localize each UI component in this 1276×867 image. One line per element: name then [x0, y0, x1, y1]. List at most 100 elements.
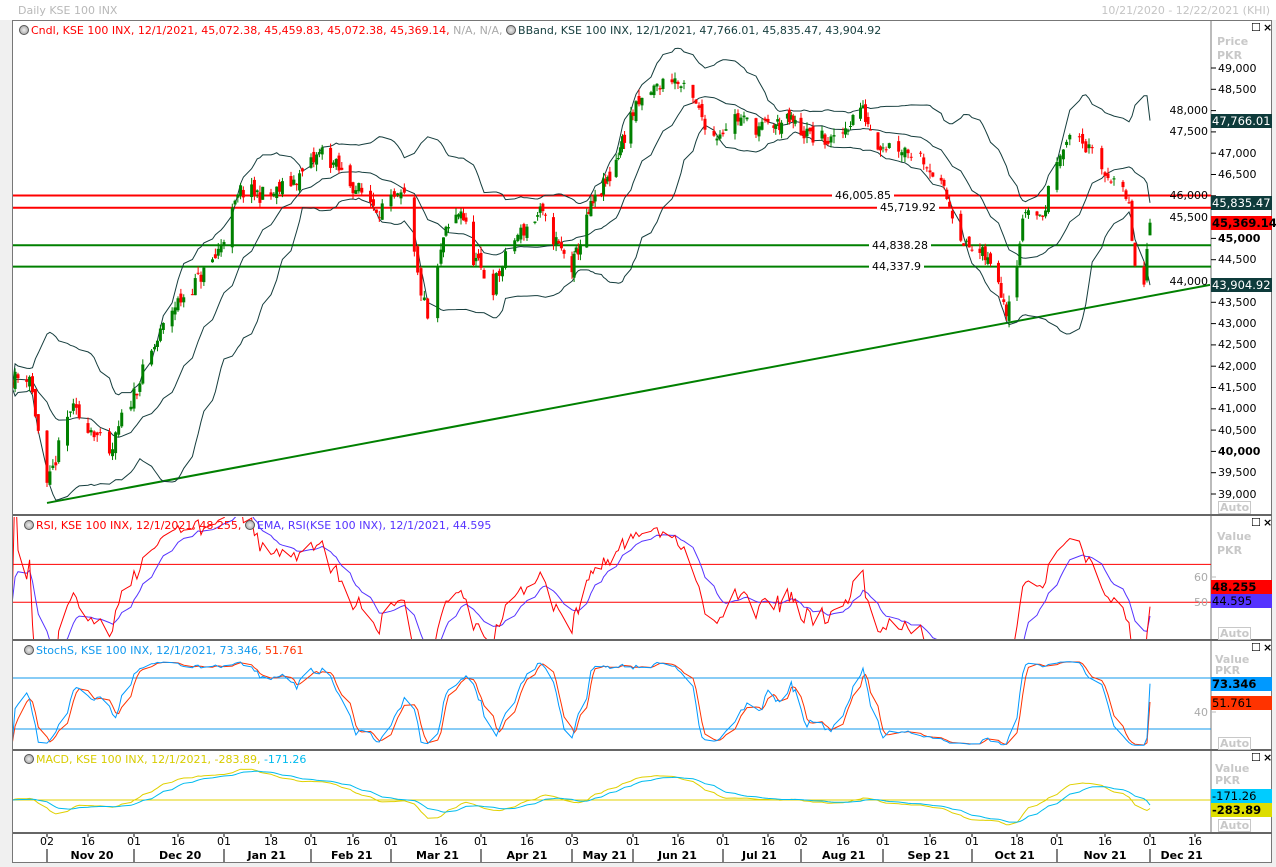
candle: [1002, 299, 1006, 303]
candle: [599, 193, 603, 196]
candle: [357, 183, 361, 192]
candle: [193, 278, 197, 296]
candle: [742, 115, 746, 118]
candle: [909, 156, 913, 158]
candle: [606, 176, 610, 182]
level-label: 44,337.9: [869, 261, 924, 273]
macd-legend-text: MACD, KSE 100 INX, 12/1/2021, -283.89,: [36, 753, 261, 766]
candle: [239, 185, 243, 196]
candle: [832, 135, 836, 137]
candle: [884, 149, 888, 151]
clock-icon[interactable]: [24, 645, 34, 655]
candle: [757, 126, 761, 137]
candle: [289, 176, 293, 187]
candle: [337, 155, 341, 171]
candle: [541, 203, 545, 212]
candle: [1041, 215, 1045, 217]
clock-icon[interactable]: [24, 520, 34, 530]
candle: [780, 122, 784, 134]
maximize-icon[interactable]: ☐: [1251, 21, 1261, 34]
candle: [620, 136, 624, 149]
candle: [77, 404, 81, 419]
x-month-label: Mar 21: [416, 849, 459, 862]
candle: [57, 440, 61, 463]
auto-scale-button[interactable]: Auto: [1218, 819, 1252, 832]
rsi-tick-label: 50: [1194, 595, 1208, 609]
clock-icon[interactable]: [24, 754, 34, 764]
rsi-tick-label: 60: [1194, 570, 1208, 584]
candle: [28, 376, 32, 387]
candle: [962, 243, 966, 246]
candle: [236, 194, 240, 198]
candle: [1145, 248, 1149, 281]
candle: [745, 117, 749, 120]
candle: [1100, 148, 1104, 170]
maximize-icon[interactable]: ☐: [1251, 641, 1261, 654]
clock-icon[interactable]: [244, 520, 255, 530]
clock-icon[interactable]: [19, 25, 29, 35]
candle: [736, 113, 740, 122]
close-icon[interactable]: ×: [1263, 751, 1273, 764]
candle: [369, 190, 373, 203]
candle: [252, 179, 256, 196]
candle: [66, 416, 69, 446]
candle: [661, 78, 665, 89]
x-day-label: 01: [876, 835, 890, 848]
auto-scale-button[interactable]: Auto: [1218, 627, 1252, 640]
clock-icon[interactable]: [506, 25, 517, 35]
candle: [802, 130, 806, 139]
candle: [1065, 141, 1069, 145]
price-tick-label: 45,500: [1169, 210, 1209, 224]
candle: [851, 115, 855, 125]
candle: [464, 217, 468, 222]
candle: [760, 121, 764, 130]
candle: [504, 251, 508, 268]
candle: [331, 162, 335, 165]
x-day-label: 16: [81, 835, 95, 848]
maximize-icon[interactable]: ☐: [1251, 516, 1261, 529]
auto-scale-button[interactable]: Auto: [1218, 501, 1252, 514]
x-day-label: 01: [304, 835, 318, 848]
candle: [906, 149, 910, 154]
price-tick-label: 39,500: [1218, 466, 1257, 480]
candle: [939, 177, 943, 181]
candle: [272, 193, 276, 196]
close-icon[interactable]: ×: [1263, 516, 1273, 529]
candle: [673, 78, 677, 84]
x-month-label: Jan 21: [247, 849, 286, 862]
candle: [1142, 266, 1146, 285]
candle: [500, 267, 504, 277]
auto-scale-button[interactable]: Auto: [1218, 737, 1252, 750]
close-icon[interactable]: ×: [1263, 641, 1273, 654]
close-icon[interactable]: ×: [1263, 21, 1273, 34]
maximize-icon[interactable]: ☐: [1251, 751, 1261, 764]
candle: [1018, 243, 1022, 266]
candle: [578, 244, 582, 255]
candle: [51, 465, 55, 468]
price-marker: 45,369.14: [1211, 215, 1276, 230]
candle: [919, 152, 923, 154]
candle: [964, 240, 968, 242]
candle: [298, 173, 302, 191]
candle: [380, 203, 384, 220]
candle: [903, 147, 907, 158]
x-day-label: 01: [474, 835, 488, 848]
x-day-label: 16: [836, 835, 850, 848]
candle: [981, 247, 985, 256]
candle: [634, 101, 638, 122]
candle: [474, 257, 478, 262]
candle: [120, 412, 124, 427]
x-month-label: Aug 21: [822, 849, 866, 862]
candle: [1109, 181, 1113, 183]
candle: [436, 266, 440, 319]
candle: [682, 82, 686, 84]
candle: [869, 129, 872, 131]
candle: [1021, 218, 1025, 241]
x-day-label: 01: [716, 835, 730, 848]
candle: [462, 213, 465, 221]
x-month-label: Nov 21: [1083, 849, 1127, 862]
candle: [86, 423, 90, 433]
candle: [1061, 149, 1065, 160]
x-month-label: Dec 20: [159, 849, 202, 862]
